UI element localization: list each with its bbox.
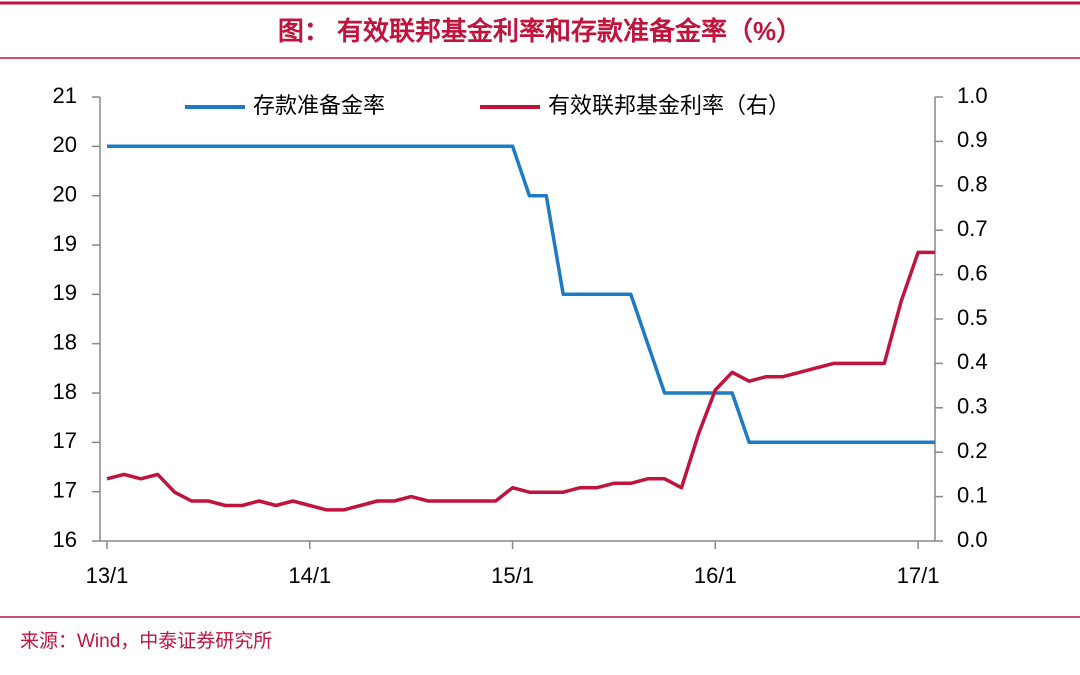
y-tick-label: 19 <box>53 280 77 305</box>
source: 来源：Wind，中泰证券研究所 <box>20 630 272 652</box>
y2-tick-label: 0.3 <box>957 394 988 419</box>
y-tick-label: 20 <box>53 132 77 157</box>
y-tick-label: 18 <box>53 329 77 354</box>
x-tick-label: 13/1 <box>86 563 129 588</box>
x-tick-label: 14/1 <box>288 563 331 588</box>
y-tick-label: 21 <box>53 83 77 108</box>
y-tick-label: 17 <box>53 428 77 453</box>
chart-title: 图： 有效联邦基金利率和存款准备金率（%） <box>278 16 802 46</box>
legend-label: 有效联邦基金利率（右） <box>548 93 790 118</box>
y2-tick-label: 1.0 <box>957 83 988 108</box>
y2-tick-label: 0.8 <box>957 172 988 197</box>
y-tick-label: 16 <box>53 527 77 552</box>
series-line <box>106 250 935 512</box>
x-tick-label: 16/1 <box>694 563 737 588</box>
y2-tick-label: 0.9 <box>957 127 988 152</box>
y2-tick-label: 0.2 <box>957 438 988 463</box>
y2-tick-label: 0.5 <box>957 305 988 330</box>
y-tick-label: 19 <box>53 231 77 256</box>
series-line <box>107 144 935 445</box>
y-tick-label: 18 <box>53 379 77 404</box>
y2-tick-label: 0.0 <box>957 527 988 552</box>
y2-tick-label: 0.6 <box>957 260 988 285</box>
y-tick-label: 20 <box>53 181 77 206</box>
legend-label: 存款准备金率 <box>253 93 385 118</box>
y2-tick-label: 0.1 <box>957 482 988 507</box>
y2-tick-label: 0.7 <box>957 216 988 241</box>
x-tick-label: 17/1 <box>897 563 940 588</box>
y2-tick-label: 0.4 <box>957 349 988 374</box>
x-tick-label: 15/1 <box>491 563 534 588</box>
y-tick-label: 17 <box>53 477 77 502</box>
